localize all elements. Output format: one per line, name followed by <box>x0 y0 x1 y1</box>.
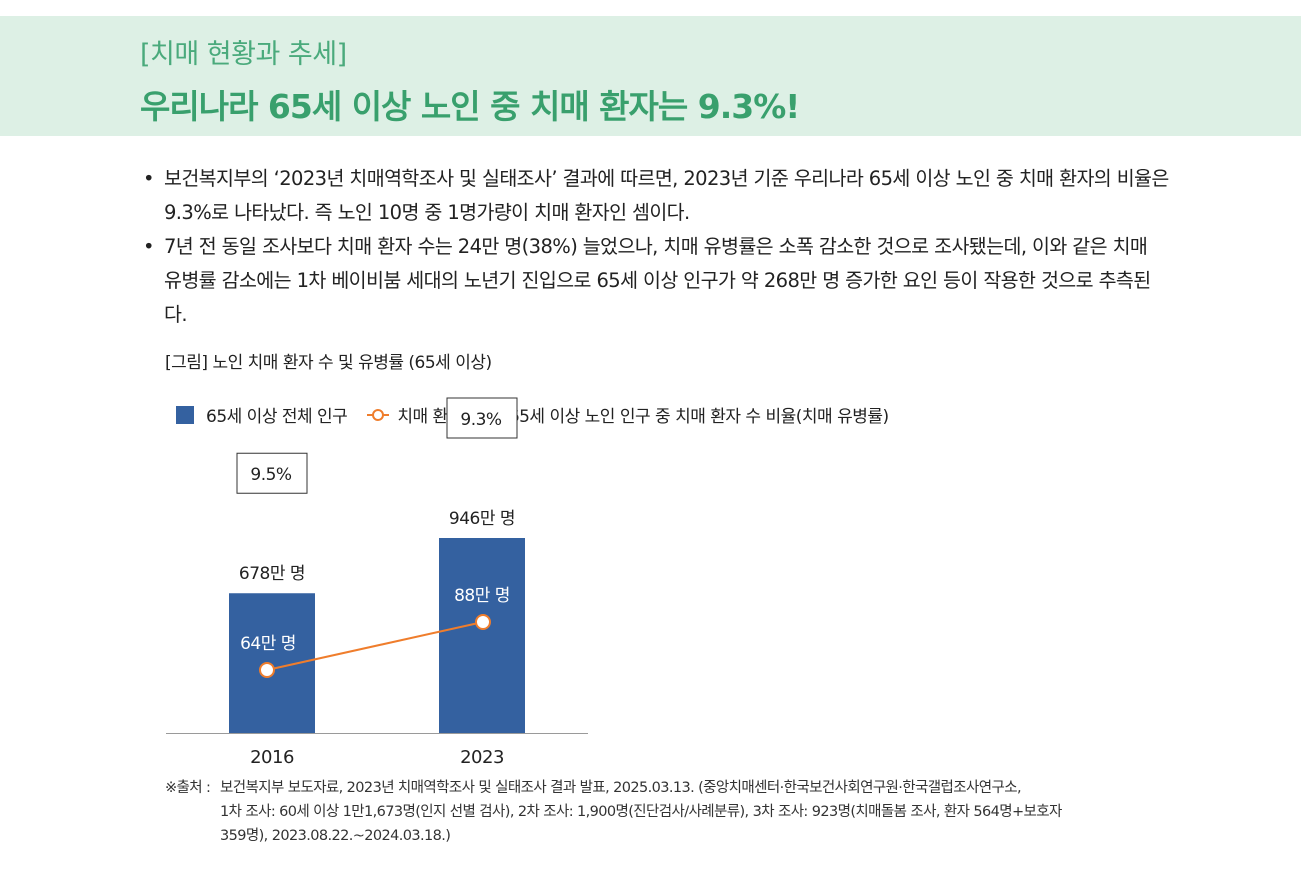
dementia-point <box>475 614 491 630</box>
x-tick-label: 2023 <box>460 747 504 768</box>
population-bar <box>439 538 525 733</box>
page-title: 우리나라 65세 이상 노인 중 치매 환자는 9.3%! <box>140 87 800 126</box>
header-banner: [치매 현황과 추세] 우리나라 65세 이상 노인 중 치매 환자는 9.3%… <box>0 16 1301 136</box>
section-kicker: [치매 현황과 추세] <box>140 39 347 70</box>
legend-box-swatch <box>482 406 499 423</box>
summary-text: 7년 전 동일 조사보다 치매 환자 수는 24만 명(38%) 늘었으나, 치… <box>164 235 1151 326</box>
legend-box-label: 65세 이상 노인 인구 중 치매 환자 수 비율(치매 유병률) <box>508 407 889 427</box>
x-tick-label: 2016 <box>250 747 294 768</box>
source-line: 보건복지부 보도자료, 2023년 치매역학조사 및 실태조사 결과 발표, 2… <box>220 780 1022 796</box>
summary-list: • 보건복지부의 ‘2023년 치매역학조사 및 실태조사’ 결과에 따르면, … <box>140 162 1170 332</box>
population-bar-label: 946만 명 <box>449 509 515 529</box>
bullet-marker: • <box>143 235 155 258</box>
source-prefix: ※출처 : <box>165 780 211 796</box>
bullet-marker: • <box>143 167 155 190</box>
legend-bar-label: 65세 이상 전체 인구 <box>206 407 348 427</box>
population-bar <box>229 593 315 733</box>
dementia-point-label: 88만 명 <box>454 586 510 606</box>
dementia-point-label: 64만 명 <box>240 634 296 654</box>
dementia-line <box>266 621 484 671</box>
dementia-point <box>259 662 275 678</box>
summary-text: 보건복지부의 ‘2023년 치매역학조사 및 실태조사’ 결과에 따르면, 20… <box>164 167 1169 224</box>
prevalence-box <box>236 452 308 494</box>
summary-item: • 7년 전 동일 조사보다 치매 환자 수는 24만 명(38%) 늘었으나,… <box>140 230 1170 332</box>
source-line: 359명), 2023.08.22.~2024.03.18.) <box>220 828 451 844</box>
source-note: ※출처 : 보건복지부 보도자료, 2023년 치매역학조사 및 실태조사 결과… <box>165 776 1145 848</box>
chart-legend: 65세 이상 전체 인구 치매 환자 65세 이상 노인 인구 중 치매 환자 … <box>176 402 889 427</box>
source-line: 1차 조사: 60세 이상 1만1,673명(인지 선별 검사), 2차 조사:… <box>220 804 1062 820</box>
legend-bar-swatch <box>176 405 194 424</box>
prevalence-label: 9.5% <box>250 465 292 485</box>
summary-item: • 보건복지부의 ‘2023년 치매역학조사 및 실태조사’ 결과에 따르면, … <box>140 162 1170 230</box>
legend-line-label: 치매 환자 <box>397 407 463 427</box>
population-bar-label: 678만 명 <box>239 564 305 584</box>
legend-line-swatch <box>367 408 390 421</box>
figure-caption: [그림] 노인 치매 환자 수 및 유병률 (65세 이상) <box>165 353 492 373</box>
